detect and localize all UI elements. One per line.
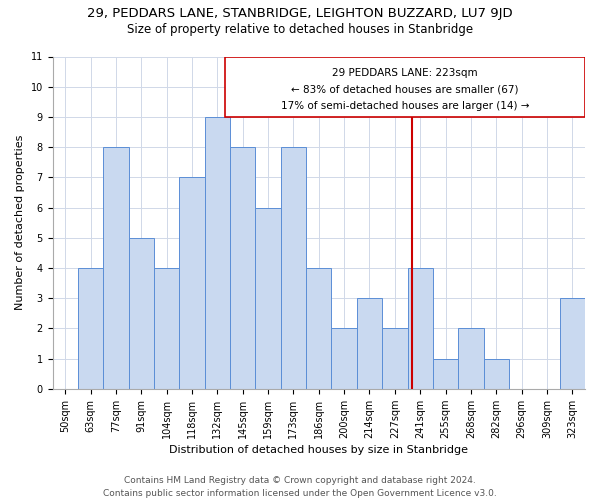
Bar	[205, 117, 230, 389]
Text: 29 PEDDARS LANE: 223sqm: 29 PEDDARS LANE: 223sqm	[332, 68, 478, 78]
Text: Size of property relative to detached houses in Stanbridge: Size of property relative to detached ho…	[127, 22, 473, 36]
Text: 29, PEDDARS LANE, STANBRIDGE, LEIGHTON BUZZARD, LU7 9JD: 29, PEDDARS LANE, STANBRIDGE, LEIGHTON B…	[87, 8, 513, 20]
Bar	[306, 268, 331, 389]
Bar	[154, 268, 179, 389]
Bar	[382, 328, 407, 389]
Bar	[230, 147, 256, 389]
Text: ← 83% of detached houses are smaller (67): ← 83% of detached houses are smaller (67…	[291, 84, 519, 94]
Bar	[179, 178, 205, 389]
Bar	[331, 328, 357, 389]
Y-axis label: Number of detached properties: Number of detached properties	[15, 135, 25, 310]
FancyBboxPatch shape	[225, 56, 585, 117]
Bar	[407, 268, 433, 389]
Bar	[281, 147, 306, 389]
Bar	[128, 238, 154, 389]
Bar	[433, 358, 458, 389]
Bar	[458, 328, 484, 389]
Bar	[78, 268, 103, 389]
Bar	[560, 298, 585, 389]
Bar	[357, 298, 382, 389]
Text: Contains HM Land Registry data © Crown copyright and database right 2024.
Contai: Contains HM Land Registry data © Crown c…	[103, 476, 497, 498]
X-axis label: Distribution of detached houses by size in Stanbridge: Distribution of detached houses by size …	[169, 445, 468, 455]
Bar	[103, 147, 128, 389]
Bar	[484, 358, 509, 389]
Bar	[256, 208, 281, 389]
Text: 17% of semi-detached houses are larger (14) →: 17% of semi-detached houses are larger (…	[281, 102, 529, 112]
